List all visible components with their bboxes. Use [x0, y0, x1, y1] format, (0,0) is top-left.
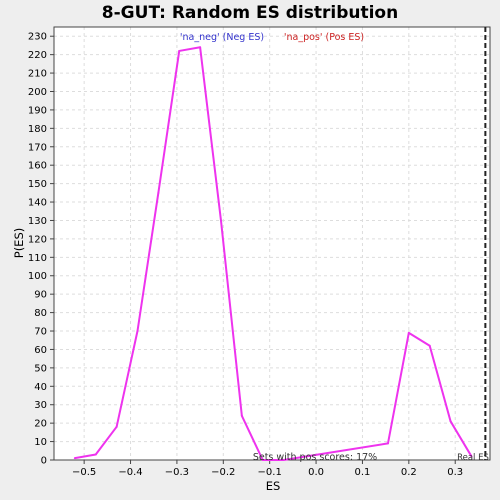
chart-title: 8-GUT: Random ES distribution: [102, 3, 398, 23]
y-tick-label: 30: [34, 400, 47, 411]
x-tick-label: 0.2: [401, 467, 417, 478]
data-point: [261, 459, 264, 461]
x-axis-label: ES: [266, 479, 281, 493]
y-tick-label: 170: [28, 142, 47, 153]
y-tick-label: 140: [28, 198, 47, 209]
y-tick-label: 20: [34, 419, 47, 430]
y-tick-label: 80: [34, 308, 47, 319]
y-tick-label: 10: [34, 437, 47, 448]
y-tick-label: 60: [34, 345, 47, 356]
y-tick-label: 230: [28, 32, 47, 43]
data-point: [407, 331, 410, 334]
data-point: [449, 420, 452, 423]
plot-area: [54, 27, 490, 460]
y-tick-label: 50: [34, 363, 47, 374]
x-tick-label: −0.3: [165, 467, 189, 478]
data-point: [157, 191, 160, 194]
y-tick-label: 190: [28, 105, 47, 116]
data-point: [94, 453, 97, 456]
x-tick-label: 0.0: [308, 467, 324, 478]
pos-scores-annotation: Sets with pos scores: 17%: [253, 452, 377, 463]
data-point: [470, 455, 473, 458]
y-tick-label: 90: [34, 290, 47, 301]
data-point: [386, 442, 389, 445]
legend-neg-label: 'na_neg' (Neg ES): [180, 32, 264, 43]
y-tick-label: 210: [28, 69, 47, 80]
y-tick-label: 180: [28, 124, 47, 135]
x-tick-label: 0.3: [447, 467, 463, 478]
series-group: [73, 27, 487, 461]
gridlines: [54, 27, 490, 461]
y-tick-label: 150: [28, 179, 47, 190]
data-point: [178, 49, 181, 52]
data-point: [219, 219, 222, 222]
x-tick-label: 0.1: [354, 467, 370, 478]
data-point: [428, 344, 431, 347]
x-tick-label: −0.1: [258, 467, 282, 478]
axis-ticks: 0 10 20 30 40 50 60 70 80 90 100 110 120 130 140 150 160…: [28, 32, 463, 478]
data-point: [199, 46, 202, 49]
real-es-label: Real ES: [457, 453, 489, 463]
x-tick-label: −0.4: [118, 467, 142, 478]
legend-pos-label: 'na_pos' (Pos ES): [284, 32, 364, 43]
series-line: [74, 46, 473, 461]
y-tick-label: 220: [28, 50, 47, 61]
y-tick-label: 0: [41, 456, 47, 467]
y-tick-label: 160: [28, 161, 47, 172]
x-tick-label: −0.5: [72, 467, 96, 478]
data-point: [282, 459, 285, 461]
y-tick-label: 200: [28, 87, 47, 98]
y-tick-label: 40: [34, 382, 47, 393]
data-point: [136, 330, 139, 333]
data-point: [240, 414, 243, 417]
y-tick-label: 130: [28, 216, 47, 227]
y-tick-label: 70: [34, 327, 47, 338]
data-point: [73, 457, 76, 460]
x-tick-label: −0.2: [211, 467, 235, 478]
y-tick-label: 110: [28, 253, 47, 264]
y-axis-label: P(ES): [12, 228, 26, 258]
data-point: [115, 425, 118, 428]
y-tick-label: 100: [28, 271, 47, 282]
y-tick-label: 120: [28, 234, 47, 245]
